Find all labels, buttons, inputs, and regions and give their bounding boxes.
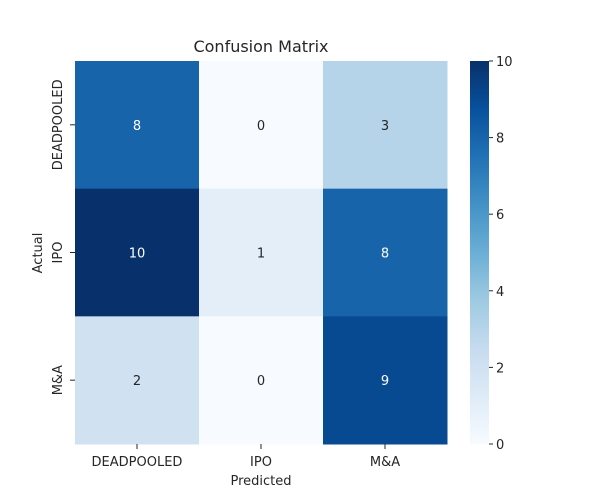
x-tick-label: IPO (250, 455, 272, 470)
heatmap-cell (199, 316, 324, 445)
cell-value-label: 8 (381, 247, 389, 262)
cell-value-label: 2 (133, 374, 141, 389)
x-tick-label: DEADPOOLED (92, 455, 183, 470)
colorbar-gradient (470, 61, 489, 444)
cell-value-label: 0 (257, 119, 265, 134)
cell-value-label: 0 (257, 374, 265, 389)
heatmap-cells (75, 61, 448, 445)
heatmap-cell (323, 188, 448, 317)
colorbar: 0 2 4 6 8 10 (470, 55, 513, 453)
colorbar-tick-label: 8 (496, 132, 504, 147)
cell-value-label: 10 (129, 247, 146, 262)
chart-title: Confusion Matrix (193, 37, 328, 56)
heatmap-cell (75, 188, 200, 317)
colorbar-tick-label: 4 (496, 285, 504, 300)
cell-value-label: 9 (381, 374, 389, 389)
y-tick-label: M&A (51, 365, 66, 395)
y-tick-label: IPO (51, 242, 66, 264)
colorbar-tick-label: 10 (496, 55, 513, 70)
cell-value-label: 3 (381, 119, 389, 134)
heatmap-cell (323, 316, 448, 445)
cell-value-label: 1 (257, 247, 265, 262)
colorbar-tick-label: 0 (496, 438, 504, 453)
y-tick-label: DEADPOOLED (51, 79, 66, 170)
colorbar-tick-label: 6 (496, 208, 504, 223)
heatmap-cell (199, 61, 324, 190)
y-axis-ticks: DEADPOOLED IPO M&A (51, 79, 75, 395)
heatmap-cell (199, 188, 324, 317)
heatmap-cell (75, 61, 200, 190)
heatmap-cell (323, 61, 448, 190)
x-axis-ticks: DEADPOOLED IPO M&A (92, 444, 400, 470)
x-axis-title: Predicted (230, 474, 291, 489)
y-axis-title: Actual (31, 233, 46, 274)
cell-value-labels: 8 0 3 10 1 8 2 0 9 (129, 119, 389, 389)
heatmap-cell (75, 316, 200, 445)
colorbar-tick-label: 2 (496, 361, 504, 376)
cell-value-label: 8 (133, 119, 141, 134)
x-tick-label: M&A (370, 455, 400, 470)
